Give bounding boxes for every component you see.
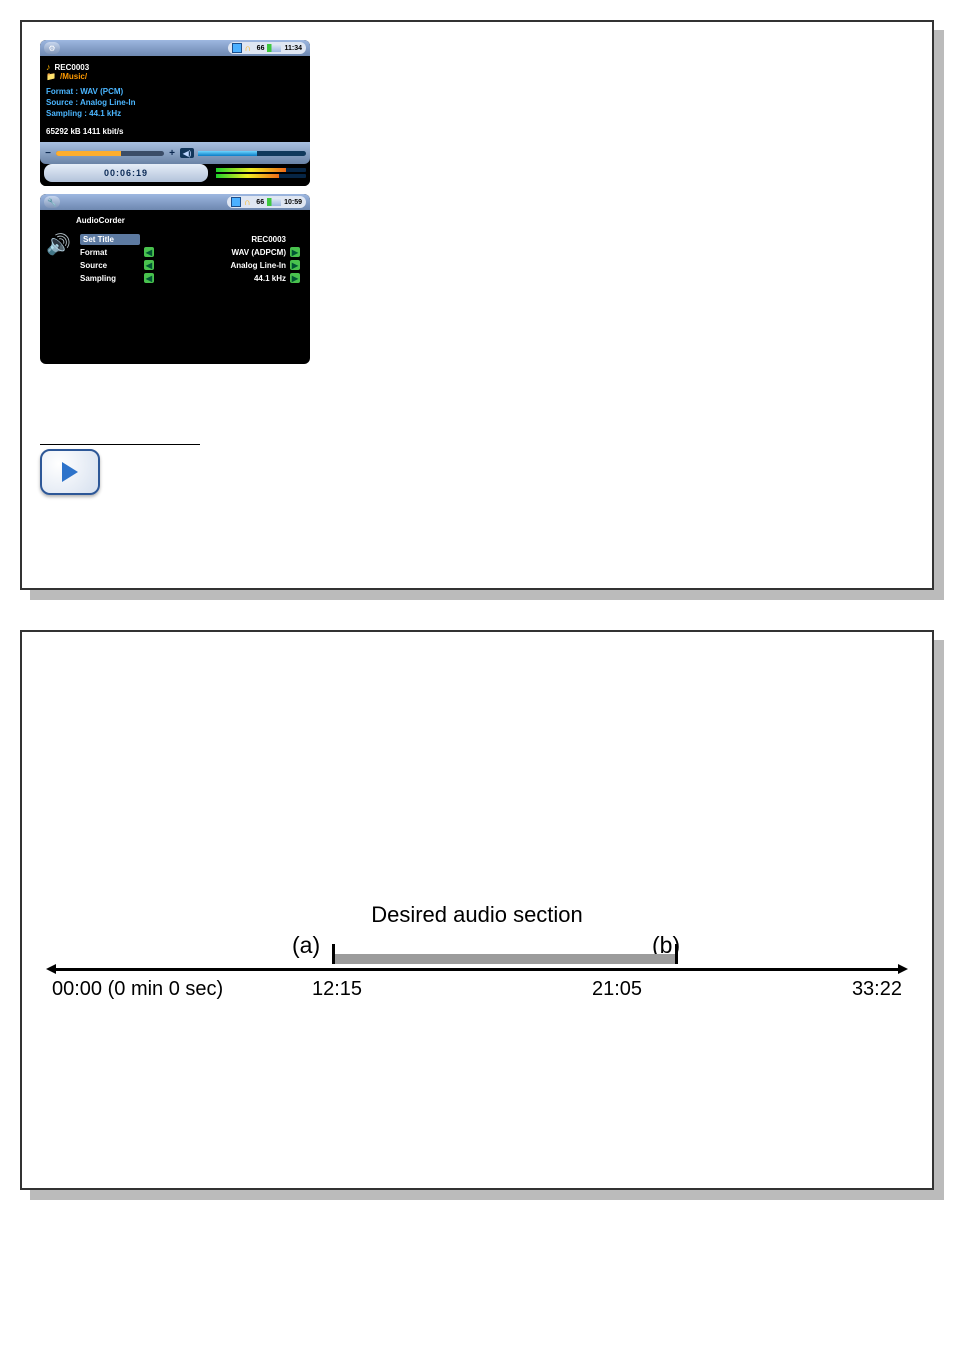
menu-source[interactable]: Source ◀ Analog Line-In ▶	[80, 259, 304, 271]
right-arrow-icon[interactable]: ▶	[290, 247, 300, 257]
menu-format[interactable]: Format ◀ WAV (ADPCM) ▶	[80, 246, 304, 258]
format-value: WAV (PCM)	[80, 87, 123, 96]
audiocorder-body: AudioCorder 🔊 Set Title REC0003 Format ◀…	[40, 210, 310, 364]
source-value-2: Analog Line-In	[162, 261, 286, 270]
recording-title-line: ♪ REC0003	[46, 62, 304, 72]
selected-section-bar	[332, 954, 678, 964]
right-arrow-icon-3[interactable]: ▶	[290, 273, 300, 283]
status-square-icon-2	[231, 197, 241, 207]
battery-level-icon	[267, 44, 281, 52]
volume-slider[interactable]	[198, 151, 306, 156]
source-label-2: Source	[80, 261, 140, 270]
recording-body: ♪ REC0003 📁 /Music/ Format : WAV (PCM) S…	[40, 56, 310, 136]
timeline-base-line	[52, 968, 902, 971]
tick-b: 21:05	[592, 978, 642, 1001]
device-screenshot-audiocorder: 🔧 ∩ 66 10:59 AudioCorder 🔊 Set Title REC…	[40, 194, 310, 364]
recording-bottombar: − + ◀)	[40, 142, 310, 164]
source-label: Source :	[46, 98, 78, 107]
elapsed-time: 00:06:19	[44, 164, 208, 182]
speaker-icon: ◀)	[180, 148, 194, 158]
menu-sampling[interactable]: Sampling ◀ 44.1 kHz ▶	[80, 272, 304, 284]
desired-section-label: Desired audio section	[52, 902, 902, 928]
minus-icon[interactable]: −	[44, 148, 52, 159]
speaker-graphic-icon: 🔊	[46, 232, 72, 258]
status-square-icon	[232, 43, 242, 53]
clock-text-2: 10:59	[284, 199, 302, 206]
back-icon: ⚙	[44, 42, 60, 54]
right-arrow-icon-2[interactable]: ▶	[290, 260, 300, 270]
device-screenshot-recording: ⚙ ∩ 66 11:34 ♪ REC0003 📁 /Music/ Format …	[40, 40, 310, 186]
set-title-value: REC0003	[162, 235, 286, 244]
top-panel: ⚙ ∩ 66 11:34 ♪ REC0003 📁 /Music/ Format …	[20, 20, 934, 590]
set-title-label: Set Title	[80, 234, 140, 245]
recording-size-line: 65292 kB 1411 kbit/s	[46, 127, 304, 136]
format-label: Format :	[46, 87, 78, 96]
format-label-2: Format	[80, 248, 140, 257]
sampling-value: 44.1 kHz	[89, 109, 121, 118]
recording-folder: /Music/	[60, 72, 87, 81]
sampling-value-2: 44.1 kHz	[162, 274, 286, 283]
sampling-label-2: Sampling	[80, 274, 140, 283]
device-topbar: ⚙ ∩ 66 11:34	[40, 40, 310, 56]
recording-meta: Format : WAV (PCM) Source : Analog Line-…	[46, 87, 304, 119]
headphones-icon: ∩	[245, 45, 254, 52]
battery-text-2: 66	[256, 199, 264, 206]
timeline: Desired audio section (a) (b) 00:00 (0 m…	[52, 902, 902, 992]
left-arrow-icon[interactable]: ◀	[144, 247, 154, 257]
battery-level-icon-2	[267, 198, 281, 206]
tick-start: 00:00 (0 min 0 sec)	[52, 978, 223, 1001]
status-pill: ∩ 66 11:34	[228, 42, 306, 54]
tick-a: 12:15	[312, 978, 362, 1001]
left-arrow-icon-3[interactable]: ◀	[144, 273, 154, 283]
headphones-icon-2: ∩	[244, 199, 253, 206]
audiocorder-heading: AudioCorder	[76, 216, 304, 225]
point-a-label: (a)	[292, 932, 320, 959]
device-topbar-2: 🔧 ∩ 66 10:59	[40, 194, 310, 210]
short-rule	[40, 444, 200, 445]
battery-text: 66	[257, 45, 265, 52]
clock-text: 11:34	[284, 45, 302, 52]
status-pill-2: ∩ 66 10:59	[227, 196, 306, 208]
brightness-slider[interactable]	[56, 151, 164, 156]
play-button[interactable]	[40, 449, 100, 495]
brightness-fill	[56, 151, 121, 156]
recording-title: REC0003	[55, 63, 90, 72]
format-value-2: WAV (ADPCM)	[162, 248, 286, 257]
sampling-label: Sampling :	[46, 109, 87, 118]
left-arrow-icon-2[interactable]: ◀	[144, 260, 154, 270]
volume-fill	[198, 151, 257, 156]
music-note-icon: ♪	[46, 62, 51, 72]
menu-set-title[interactable]: Set Title REC0003	[80, 233, 304, 245]
tool-icon: 🔧	[44, 196, 60, 208]
bottom-panel: Desired audio section (a) (b) 00:00 (0 m…	[20, 630, 934, 1190]
timeline-axis: (a) (b) 00:00 (0 min 0 sec) 12:15 21:05 …	[52, 932, 902, 992]
recording-folder-line: 📁 /Music/	[46, 72, 304, 81]
folder-icon: 📁	[46, 72, 56, 81]
play-icon	[62, 462, 78, 482]
vu-meter	[216, 168, 306, 178]
plus-icon[interactable]: +	[168, 148, 176, 159]
tick-end: 33:22	[852, 978, 902, 1001]
source-value: Analog Line-In	[80, 98, 136, 107]
